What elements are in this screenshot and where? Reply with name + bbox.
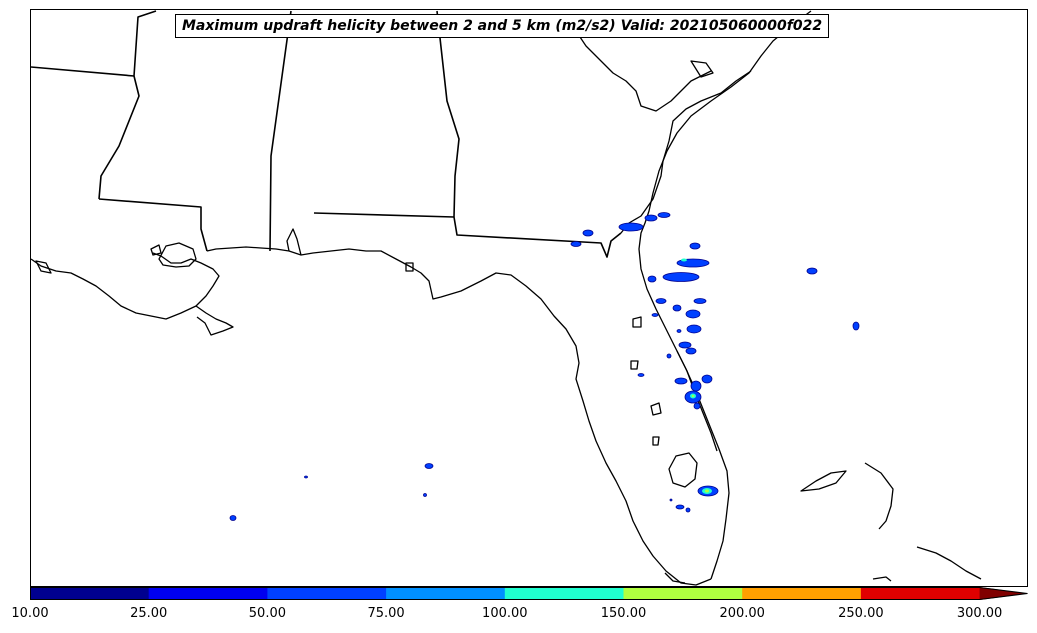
uh-blob — [685, 347, 697, 355]
colorbar-tick-label: 10.00 — [11, 606, 49, 621]
colorbar-segment — [504, 587, 624, 600]
colorbar-segment — [148, 587, 268, 600]
coastline-ga-sc — [620, 70, 752, 234]
uh-blob — [676, 329, 682, 333]
uh-blob — [674, 377, 688, 385]
colorbar — [30, 587, 1028, 600]
uh-blob — [685, 507, 691, 513]
uh-blob — [693, 298, 707, 304]
uh-blob — [647, 275, 657, 283]
uh-blob — [666, 353, 672, 359]
colorbar-tick-label: 75.00 — [367, 606, 405, 621]
coastline-gulf-panhandle — [206, 246, 712, 586]
colorbar-segment — [742, 587, 862, 600]
uh-blob — [685, 309, 701, 319]
uh-blob — [693, 402, 701, 410]
helicity-blobs — [229, 212, 860, 521]
uh-blob — [690, 380, 702, 392]
uh-blob — [582, 229, 594, 237]
uh-blob — [424, 463, 434, 469]
coastline-lake-okeechobee — [668, 452, 698, 488]
uh-blob — [655, 298, 667, 304]
map-canvas — [31, 10, 982, 586]
uh-blob — [701, 374, 713, 384]
map-title: Maximum updraft helicity between 2 and 5… — [175, 14, 830, 38]
uh-blob — [681, 258, 687, 262]
state-border-ga-sc — [436, 10, 460, 218]
uh-blob — [669, 498, 673, 502]
island-sc — [690, 60, 714, 78]
state-border-al-fl — [313, 212, 455, 218]
colorbar-segment — [623, 587, 743, 600]
colorbar-tick-label: 50.00 — [248, 606, 286, 621]
uh-blob — [570, 241, 582, 247]
uh-blob — [686, 324, 702, 334]
lake-2 — [630, 360, 639, 370]
colorbar-segment — [30, 587, 150, 600]
coastline-bahamas-1 — [800, 470, 847, 492]
lake-4 — [652, 436, 660, 446]
uh-blob — [637, 373, 645, 377]
uh-blob — [691, 395, 695, 397]
map-area — [30, 9, 1028, 587]
state-border-al-ga — [269, 10, 292, 252]
coastline-atlantic — [638, 10, 812, 580]
coastline-lake-pontchartrain — [158, 242, 197, 268]
uh-blob — [689, 242, 701, 250]
colorbar-tick-label: 100.00 — [482, 606, 528, 621]
island-1 — [35, 260, 52, 274]
uh-blob — [423, 493, 427, 497]
colorbar-tick-label: 250.00 — [838, 606, 884, 621]
uh-blob — [229, 515, 237, 521]
lake-1 — [650, 402, 662, 416]
lake-6 — [405, 262, 414, 272]
lake-5 — [150, 244, 162, 256]
coastline-sc-inlets — [560, 15, 712, 112]
colorbar-segment — [860, 587, 981, 600]
coastline-keys — [872, 576, 892, 582]
state-border-ms-al-coast — [98, 198, 208, 252]
uh-blob — [618, 222, 644, 232]
coastline-louisiana — [31, 252, 220, 320]
uh-blob — [304, 475, 308, 479]
uh-blob — [657, 212, 671, 218]
uh-blob — [806, 267, 818, 275]
uh-blob — [644, 214, 658, 222]
colorbar-tick-label: 25.00 — [130, 606, 168, 621]
state-border-ga-fl — [453, 216, 622, 258]
lake-3 — [632, 316, 642, 328]
colorbar-extend-arrow — [979, 587, 1028, 600]
coastline-ms-delta — [195, 305, 234, 336]
uh-blob — [675, 504, 685, 510]
coastline-bahamas-2 — [864, 462, 894, 530]
state-border-ms-al — [98, 10, 157, 200]
coastline-indian-river — [676, 350, 718, 452]
uh-blob — [672, 304, 682, 312]
colorbar-tick-label: 200.00 — [719, 606, 765, 621]
uh-blob — [678, 341, 692, 349]
coastline-cuba — [916, 546, 982, 580]
uh-blob — [662, 272, 700, 282]
coastline-keys-2 — [664, 572, 686, 584]
colorbar-segment — [267, 587, 387, 600]
colorbar-segment — [386, 587, 506, 600]
uh-blob — [705, 489, 709, 493]
colorbar-tick-label: 300.00 — [956, 606, 1003, 621]
state-border-ar-ms — [31, 66, 135, 77]
coastline-mobile-bay — [286, 228, 302, 256]
uh-blob — [852, 321, 860, 331]
uh-blob — [651, 313, 659, 317]
colorbar-tick-label: 150.00 — [600, 606, 647, 621]
